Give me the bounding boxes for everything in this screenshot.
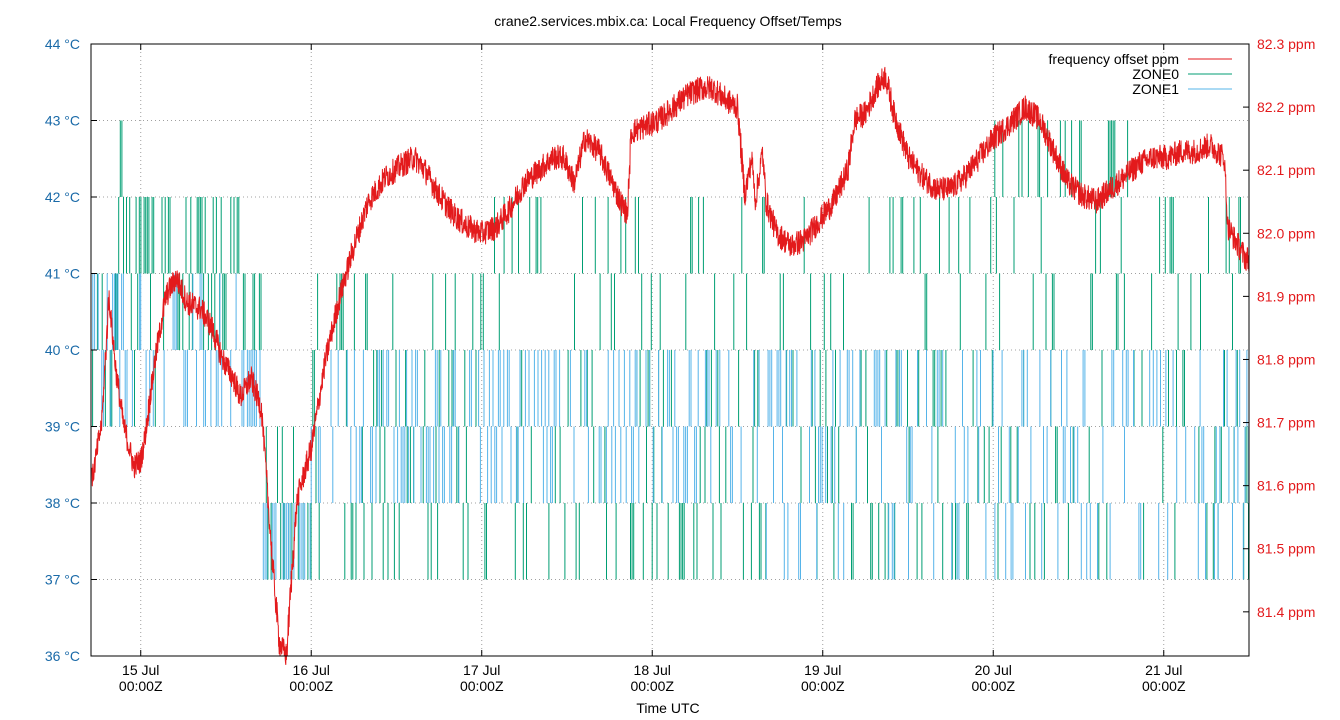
x-tick-time-label: 00:00Z [801, 678, 845, 694]
y-right-tick-label: 81.4 ppm [1257, 604, 1315, 620]
x-axis-label: Time UTC [636, 700, 699, 716]
y-right-tick-label: 81.7 ppm [1257, 415, 1315, 431]
frequency-offset-series [91, 66, 1250, 665]
y-right-tick-label: 82.0 ppm [1257, 225, 1315, 241]
legend-label: ZONE1 [1132, 81, 1179, 97]
y-left-tick-label: 41 °C [45, 266, 80, 282]
x-tick-day-label: 17 Jul [463, 662, 500, 678]
zone1-line [92, 273, 1250, 580]
x-tick-time-label: 00:00Z [971, 678, 1015, 694]
x-tick-time-label: 00:00Z [460, 678, 504, 694]
x-tick-day-label: 15 Jul [122, 662, 159, 678]
y-right-tick-label: 82.3 ppm [1257, 36, 1315, 52]
x-tick-day-label: 18 Jul [634, 662, 671, 678]
y-left-tick-label: 44 °C [45, 36, 80, 52]
y-left-tick-label: 42 °C [45, 189, 80, 205]
y-left-tick-label: 36 °C [45, 648, 80, 664]
axes: 36 °C 37 °C 38 °C 39 °C 40 °C 41 °C 42 °C 43 °C… [45, 36, 1316, 694]
y-left-tick-label: 39 °C [45, 419, 80, 435]
zone1-series [92, 273, 1250, 580]
x-tick-day-label: 19 Jul [804, 662, 841, 678]
y-right-tick-label: 82.1 ppm [1257, 162, 1315, 178]
legend-label: frequency offset ppm [1049, 51, 1179, 67]
x-tick-time-label: 00:00Z [630, 678, 674, 694]
y-left-tick-label: 43 °C [45, 113, 80, 129]
legend-label: ZONE0 [1132, 66, 1179, 82]
y-left-tick-label: 37 °C [45, 572, 80, 588]
frequency-offset-line [91, 66, 1250, 665]
y-left-tick-label: 40 °C [45, 342, 80, 358]
y-right-tick-label: 81.9 ppm [1257, 288, 1315, 304]
x-tick-day-label: 21 Jul [1145, 662, 1182, 678]
x-tick-time-label: 00:00Z [119, 678, 163, 694]
y-right-tick-label: 82.2 ppm [1257, 99, 1315, 115]
y-right-tick-label: 81.8 ppm [1257, 351, 1315, 367]
x-tick-day-label: 16 Jul [293, 662, 330, 678]
y-right-tick-label: 81.5 ppm [1257, 541, 1315, 557]
chart-title: crane2.services.mbix.ca: Local Frequency… [494, 13, 842, 29]
x-tick-time-label: 00:00Z [1142, 678, 1186, 694]
y-left-tick-label: 38 °C [45, 495, 80, 511]
y-right-tick-label: 81.6 ppm [1257, 478, 1315, 494]
x-tick-day-label: 20 Jul [975, 662, 1012, 678]
x-tick-time-label: 00:00Z [289, 678, 333, 694]
